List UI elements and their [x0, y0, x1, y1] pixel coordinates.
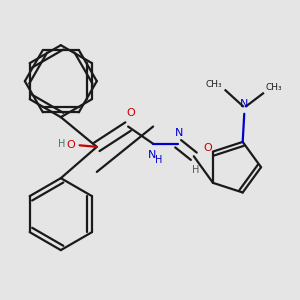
Text: H: H — [58, 139, 65, 149]
Text: O: O — [67, 140, 75, 150]
Text: N: N — [147, 150, 156, 160]
Text: CH₃: CH₃ — [265, 83, 282, 92]
Text: H: H — [192, 165, 199, 175]
Text: N: N — [240, 99, 248, 109]
Text: O: O — [126, 108, 135, 118]
Text: N: N — [175, 128, 183, 138]
Text: CH₃: CH₃ — [205, 80, 222, 89]
Text: H: H — [155, 155, 162, 165]
Text: O: O — [203, 143, 212, 153]
